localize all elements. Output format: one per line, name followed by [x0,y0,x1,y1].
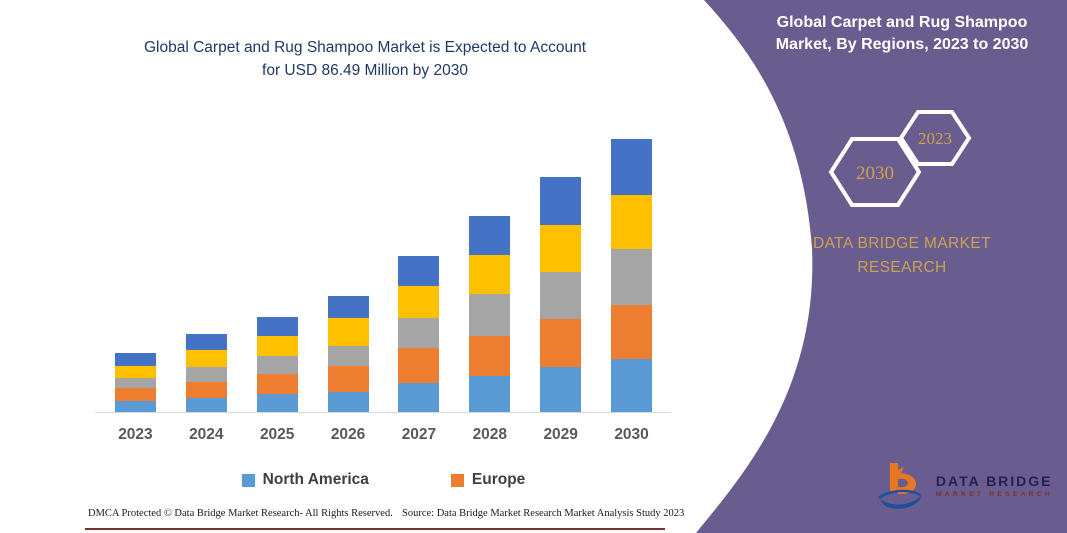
bar-segment-2029-series4 [540,224,582,273]
legend-label: North America [262,471,369,488]
year-hexagons: 2023 2030 [828,110,972,207]
legend-swatch [241,473,255,487]
chart-legend: North America Europe [100,471,667,489]
bar-segment-2026-Europe [327,366,369,393]
bar-segment-2025-series4 [256,336,298,357]
bar-segment-2026-series4 [327,318,369,346]
bar-segment-2027-Europe [398,347,440,383]
right-panel-title: Global Carpet and Rug Shampoo Market, By… [775,14,1029,53]
legend-swatch [450,473,464,487]
bar-segment-2028-series5 [469,216,511,256]
bar-segment-2030-Europe [611,304,653,360]
logo-line1: DATA BRIDGE [935,473,1053,490]
x-axis-label-2028: 2028 [472,426,508,443]
bar-segment-2024-North America [185,397,227,413]
x-axis-labels: 2023 2024 2025 2026 2027 2028 2029 2030 [100,426,667,444]
bar-segment-2029-North America [540,367,582,413]
bar-segment-2028-Europe [469,335,511,376]
legend-item-europe: Europe [450,471,526,489]
bar-column-2026 [313,125,384,413]
bar-segment-2026-series5 [327,296,369,319]
bar-column-2030 [596,125,667,413]
data-bridge-logo: DATA BRIDGE MARKET RESEARCH [876,461,1053,511]
chart-title: Global Carpet and Rug Shampoo Market is … [144,39,586,80]
bar-segment-2025-series3 [256,356,298,375]
stacked-bar-chart [100,125,667,413]
x-axis-label-2023: 2023 [118,426,153,443]
x-axis-label-2029: 2029 [543,426,578,443]
bar-segment-2027-series5 [398,255,440,286]
hexagon-2030-label: 2030 [856,163,894,184]
bar-2026 [327,296,369,413]
bar-column-2027 [384,125,455,413]
bottom-divider [85,528,665,530]
bar-segment-2026-series3 [327,345,369,367]
bar-segment-2025-series5 [256,317,298,337]
bar-segment-2027-North America [398,382,440,413]
bar-2025 [256,317,298,413]
bar-segment-2028-series3 [469,294,511,336]
bar-segment-2028-series4 [469,255,511,295]
bar-segment-2030-series3 [611,249,653,305]
bar-segment-2023-series4 [114,366,156,378]
bar-segment-2024-Europe [185,382,227,398]
bar-segment-2025-Europe [256,374,298,394]
bar-segment-2023-series5 [114,353,156,367]
bar-segment-2023-Europe [114,388,156,402]
bar-segment-2029-series3 [540,272,582,319]
bar-segment-2024-series4 [185,350,227,368]
x-axis-label-2025: 2025 [259,426,295,443]
bar-segment-2030-series5 [611,138,653,195]
bar-segment-2030-series4 [611,194,653,250]
bar-column-2023 [100,125,171,413]
x-axis-label-2024: 2024 [189,426,224,443]
bar-segment-2027-series3 [398,317,440,348]
bar-2029 [540,176,582,413]
bar-column-2024 [171,125,242,413]
bar-segment-2027-series4 [398,285,440,318]
bar-segment-2029-Europe [540,318,582,368]
brand-wordmark: DATA BRIDGE MARKET RESEARCH [812,235,991,277]
logo-mark-icon [877,463,922,509]
bar-segment-2026-North America [327,392,369,413]
bar-segment-2023-series3 [114,377,156,389]
bar-column-2028 [454,125,525,413]
x-axis-label-2026: 2026 [330,426,366,443]
hexagon-2023-label: 2023 [918,129,952,148]
bar-segment-2025-North America [256,393,298,413]
legend-item-north-america: North America [241,471,369,489]
dmca-notice: DMCA Protected © Data Bridge Market Rese… [88,508,393,519]
logo-line2: MARKET RESEARCH [935,491,1053,499]
x-axis-line [95,412,671,413]
bar-2024 [185,334,227,413]
bar-segment-2024-series3 [185,367,227,382]
logo-text: DATA BRIDGE MARKET RESEARCH [936,473,1053,499]
source-note: Source: Data Bridge Market Research Mark… [402,508,685,519]
hexagon-2030 [828,137,922,207]
bar-segment-2030-North America [611,359,653,413]
x-axis-label-2027: 2027 [401,426,437,443]
bar-2023 [114,353,156,413]
bar-column-2029 [525,125,596,413]
bar-2030 [611,138,653,413]
hexagon-2023 [898,110,972,166]
x-axis-label-2030: 2030 [614,426,649,443]
bar-column-2025 [242,125,313,413]
bar-segment-2024-series5 [185,334,227,351]
bar-2027 [398,255,440,413]
bar-segment-2028-North America [469,375,511,413]
legend-label: Europe [471,471,526,488]
footer: DMCA Protected © Data Bridge Market Rese… [0,508,700,524]
bar-2028 [469,216,511,413]
bar-segment-2029-series5 [540,176,582,225]
bar-segment-2023-North America [114,401,156,413]
